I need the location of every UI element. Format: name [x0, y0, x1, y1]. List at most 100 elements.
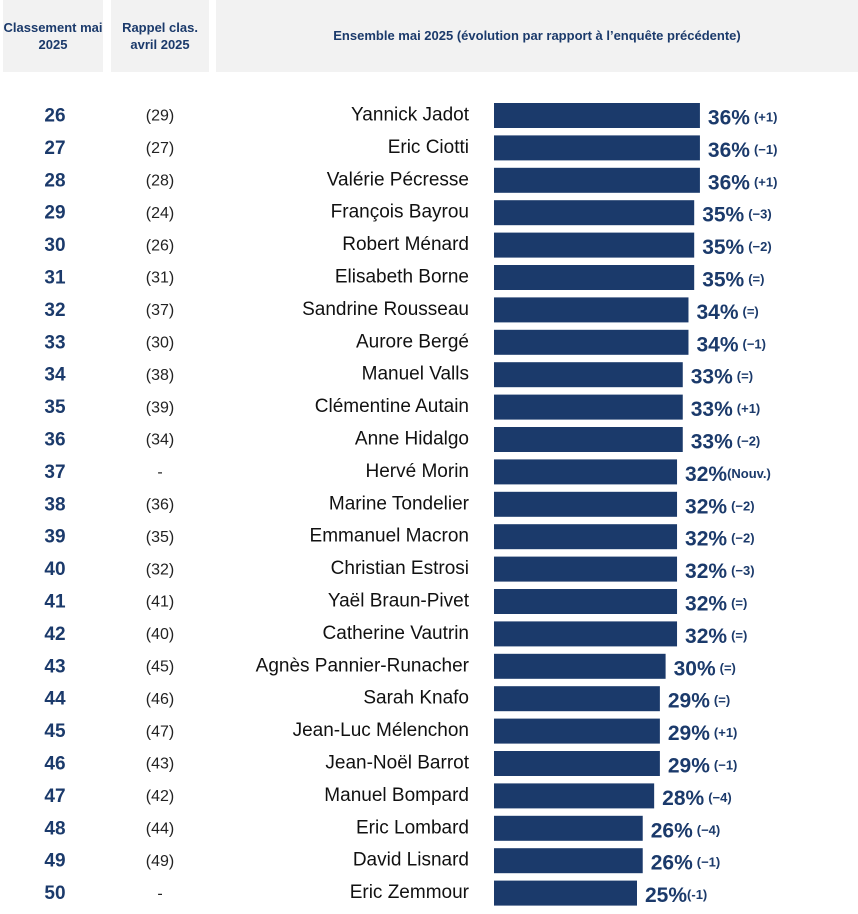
value-percent: 30%: [674, 657, 716, 680]
evolution-label: (−3): [748, 207, 771, 222]
rank-previous: (24): [146, 205, 174, 222]
value-percent: 32%: [685, 527, 727, 550]
evolution-label: (=): [737, 369, 753, 384]
bar: [494, 718, 660, 744]
value-percent: 33%: [691, 398, 733, 421]
rank-previous: (36): [146, 497, 174, 514]
rank-current: 41: [44, 592, 66, 613]
bar: [494, 394, 683, 420]
value-percent: 34%: [696, 333, 738, 356]
evolution-label: (−1): [697, 855, 720, 870]
rank-current: 31: [44, 268, 66, 289]
bar: [494, 880, 637, 906]
value-label: 33% (=): [691, 365, 753, 388]
person-name: Catherine Vautrin: [323, 623, 469, 644]
person-name: Jean-Noël Barrot: [325, 753, 469, 774]
rank-previous: (27): [146, 140, 174, 157]
rank-previous: -: [157, 885, 162, 902]
value-label: 34% (−1): [696, 333, 766, 356]
bar: [494, 459, 678, 485]
rank-previous: (45): [146, 659, 174, 676]
bar: [494, 621, 678, 647]
evolution-label: (−1): [714, 758, 737, 773]
rank-current: 37: [44, 462, 65, 483]
evolution-label: (+1): [754, 175, 777, 190]
person-name: Yaël Braun-Pivet: [328, 591, 470, 612]
evolution-label: (+1): [737, 402, 760, 417]
value-percent: 35%: [702, 268, 744, 291]
value-label: 32% (−3): [685, 560, 755, 583]
rank-current: 42: [44, 624, 65, 645]
header-rank-previous: Rappel clas. avril 2025: [111, 0, 209, 72]
evolution-label: (−2): [748, 240, 771, 255]
value-label: 29% (=): [668, 689, 730, 712]
rank-current: 38: [44, 494, 65, 515]
person-name: Manuel Valls: [362, 364, 469, 385]
person-name: Agnès Pannier-Runacher: [256, 655, 470, 676]
evolution-label: (−1): [743, 337, 766, 352]
rank-current: 39: [44, 527, 65, 548]
value-label: 26% (−4): [651, 819, 721, 842]
rank-previous: (31): [146, 270, 174, 287]
value-label: 32% (=): [685, 624, 747, 647]
person-name: Sandrine Rousseau: [302, 299, 469, 320]
rank-current: 27: [44, 138, 65, 159]
person-name: Marine Tondelier: [329, 493, 470, 514]
value-label: 30% (=): [674, 657, 736, 680]
person-name: Yannick Jadot: [351, 105, 470, 126]
value-label: 32% (=): [685, 592, 747, 615]
evolution-label: (+1): [754, 110, 777, 125]
value-label: 34% (=): [696, 300, 758, 323]
bar: [494, 232, 695, 258]
evolution-label: (=): [748, 272, 764, 287]
person-name: Aurore Bergé: [356, 331, 469, 352]
bar: [494, 427, 683, 452]
value-percent: 29%: [668, 689, 710, 712]
evolution-label: (=): [720, 661, 736, 676]
value-label: 36% (+1): [708, 171, 778, 194]
rank-previous: (26): [146, 237, 174, 254]
bar: [494, 783, 655, 809]
value-percent: 36%: [708, 138, 750, 161]
bar: [494, 556, 678, 582]
bar: [494, 848, 643, 874]
rank-current: 45: [44, 721, 66, 742]
value-label: 35% (−3): [702, 203, 772, 226]
rank-current: 48: [44, 818, 65, 839]
person-name: Clémentine Autain: [315, 396, 469, 417]
rank-current: 34: [44, 365, 66, 386]
bar: [494, 589, 678, 614]
rank-previous: (38): [146, 367, 174, 384]
rank-current: 36: [44, 430, 65, 451]
rank-previous: (49): [146, 853, 174, 870]
chart-title: Ensemble mai 2025 (évolution par rapport…: [216, 0, 858, 72]
rank-current: 30: [44, 235, 65, 256]
bar: [494, 815, 643, 841]
value-label: 32%(Nouv.): [685, 462, 771, 485]
value-percent: 35%: [702, 236, 744, 259]
value-percent: 36%: [708, 106, 750, 129]
value-percent: 29%: [668, 722, 710, 745]
rank-current: 50: [44, 883, 65, 904]
value-label: 25%(-1): [645, 884, 707, 907]
value-percent: 32%: [685, 624, 727, 647]
value-percent: 32%: [685, 592, 727, 615]
evolution-label: (−4): [708, 790, 731, 805]
rank-current: 40: [44, 559, 65, 580]
rank-previous: (30): [146, 335, 174, 352]
rank-previous: (46): [146, 691, 174, 708]
person-name: Sarah Knafo: [363, 688, 469, 709]
evolution-label: (=): [743, 304, 759, 319]
person-name: Eric Ciotti: [388, 137, 469, 158]
rank-previous: (44): [146, 821, 174, 838]
rank-previous: (47): [146, 723, 174, 740]
evolution-label: (Nouv.): [727, 466, 771, 481]
bar: [494, 200, 695, 226]
bar: [494, 297, 689, 323]
evolution-label: (−1): [754, 142, 777, 157]
person-name: Elisabeth Borne: [335, 267, 469, 288]
value-label: 32% (−2): [685, 527, 755, 550]
person-name: Eric Lombard: [356, 817, 469, 838]
value-percent: 28%: [662, 786, 704, 809]
